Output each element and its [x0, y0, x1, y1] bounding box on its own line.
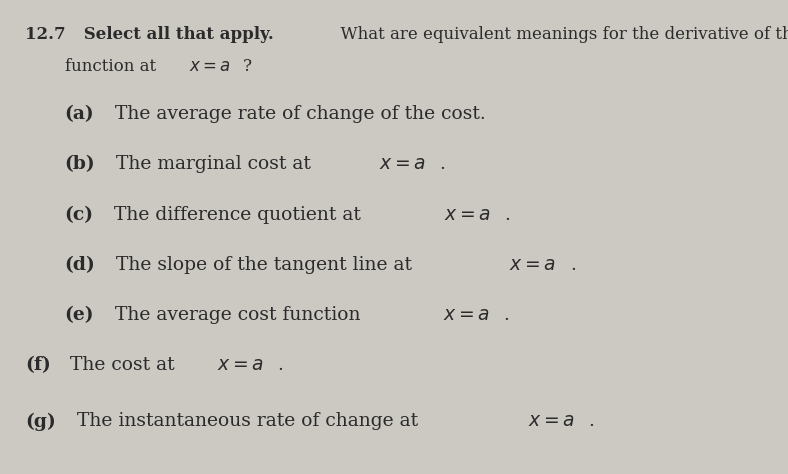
Text: The marginal cost at: The marginal cost at	[104, 155, 317, 173]
Text: (c): (c)	[65, 206, 94, 224]
Text: What are equivalent meanings for the derivative of the cost: What are equivalent meanings for the der…	[330, 26, 788, 43]
Text: The instantaneous rate of change at: The instantaneous rate of change at	[65, 412, 424, 430]
Text: .: .	[504, 206, 510, 224]
Text: (e): (e)	[65, 306, 94, 324]
Text: .: .	[503, 306, 509, 324]
Text: $x = a$: $x = a$	[217, 356, 263, 374]
Text: $x = a$: $x = a$	[510, 256, 556, 274]
Text: $x = a$: $x = a$	[444, 206, 491, 224]
Text: ?: ?	[243, 58, 252, 75]
Text: $x = a$: $x = a$	[528, 412, 575, 430]
Text: The average cost function: The average cost function	[102, 306, 366, 324]
Text: The cost at: The cost at	[58, 356, 181, 374]
Text: Select all that apply.: Select all that apply.	[78, 26, 273, 43]
Text: (b): (b)	[65, 155, 95, 173]
Text: function at: function at	[65, 58, 161, 75]
Text: The average rate of change of the cost.: The average rate of change of the cost.	[103, 105, 485, 123]
Text: .: .	[277, 356, 283, 374]
Text: (g): (g)	[25, 412, 56, 431]
Text: (d): (d)	[65, 256, 95, 274]
Text: 12.7: 12.7	[25, 26, 66, 43]
Text: .: .	[570, 256, 576, 274]
Text: .: .	[589, 412, 595, 430]
Text: .: .	[439, 155, 445, 173]
Text: The slope of the tangent line at: The slope of the tangent line at	[104, 256, 418, 274]
Text: (a): (a)	[65, 105, 95, 123]
Text: $x = a$: $x = a$	[443, 306, 489, 324]
Text: $x = a$: $x = a$	[189, 58, 231, 75]
Text: (f): (f)	[25, 356, 51, 374]
Text: The difference quotient at: The difference quotient at	[102, 206, 367, 224]
Text: $x = a$: $x = a$	[379, 155, 426, 173]
